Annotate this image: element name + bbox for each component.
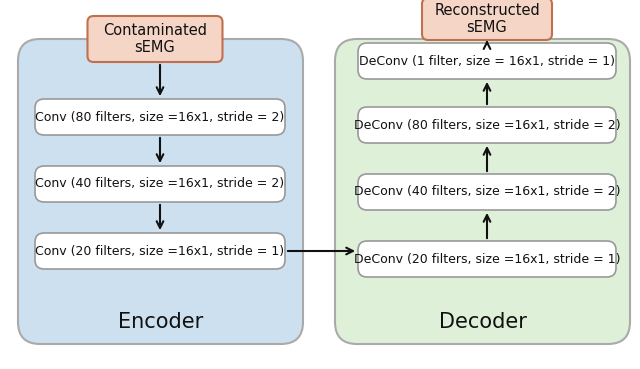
FancyBboxPatch shape — [422, 0, 552, 40]
Text: Decoder: Decoder — [438, 312, 527, 332]
Text: Conv (20 filters, size =16x1, stride = 1): Conv (20 filters, size =16x1, stride = 1… — [35, 245, 285, 258]
FancyBboxPatch shape — [88, 16, 223, 62]
FancyBboxPatch shape — [335, 39, 630, 344]
FancyBboxPatch shape — [35, 99, 285, 135]
Text: DeConv (40 filters, size =16x1, stride = 2): DeConv (40 filters, size =16x1, stride =… — [354, 186, 620, 199]
FancyBboxPatch shape — [358, 241, 616, 277]
Text: Encoder: Encoder — [118, 312, 203, 332]
FancyBboxPatch shape — [35, 166, 285, 202]
FancyBboxPatch shape — [18, 39, 303, 344]
Text: DeConv (1 filter, size = 16x1, stride = 1): DeConv (1 filter, size = 16x1, stride = … — [359, 55, 615, 68]
FancyBboxPatch shape — [358, 107, 616, 143]
Text: DeConv (80 filters, size =16x1, stride = 2): DeConv (80 filters, size =16x1, stride =… — [354, 118, 620, 131]
Text: DeConv (20 filters, size =16x1, stride = 1): DeConv (20 filters, size =16x1, stride =… — [354, 252, 620, 266]
Text: Contaminated
sEMG: Contaminated sEMG — [103, 23, 207, 55]
FancyBboxPatch shape — [35, 233, 285, 269]
FancyBboxPatch shape — [358, 174, 616, 210]
Text: Reconstructed
sEMG: Reconstructed sEMG — [434, 3, 540, 35]
Text: Conv (80 filters, size =16x1, stride = 2): Conv (80 filters, size =16x1, stride = 2… — [35, 110, 285, 124]
Text: Conv (40 filters, size =16x1, stride = 2): Conv (40 filters, size =16x1, stride = 2… — [35, 177, 285, 190]
FancyBboxPatch shape — [358, 43, 616, 79]
